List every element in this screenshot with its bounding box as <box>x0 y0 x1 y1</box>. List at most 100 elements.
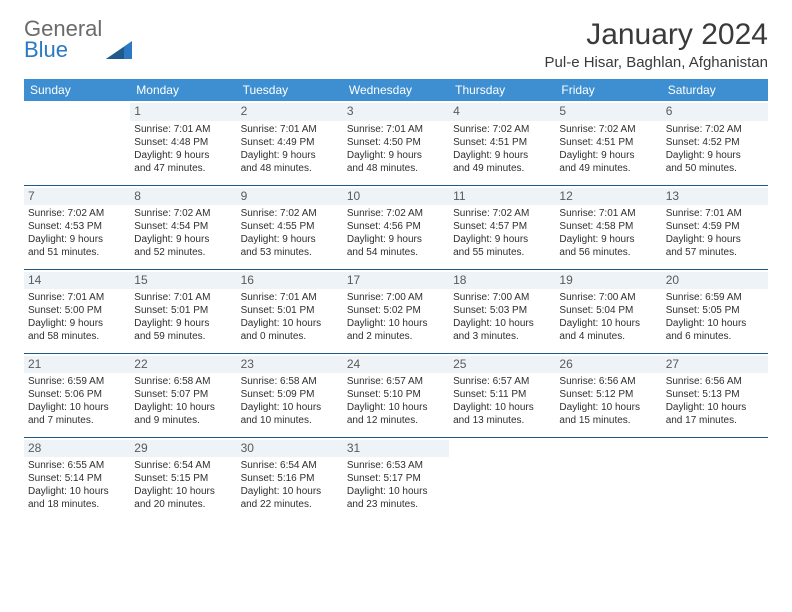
sunset-line: Sunset: 4:51 PM <box>453 136 551 149</box>
day-number: 2 <box>237 103 343 121</box>
day-number: 28 <box>24 440 130 458</box>
calendar-week-row: 7Sunrise: 7:02 AMSunset: 4:53 PMDaylight… <box>24 185 768 269</box>
daylight-line-1: Daylight: 9 hours <box>241 233 339 246</box>
day-number: 25 <box>449 356 555 374</box>
sunset-line: Sunset: 5:00 PM <box>28 304 126 317</box>
sunrise-line: Sunrise: 6:58 AM <box>241 375 339 388</box>
daylight-line-1: Daylight: 10 hours <box>28 401 126 414</box>
daylight-line-1: Daylight: 9 hours <box>28 317 126 330</box>
calendar-week-row: 14Sunrise: 7:01 AMSunset: 5:00 PMDayligh… <box>24 269 768 353</box>
sunset-line: Sunset: 5:10 PM <box>347 388 445 401</box>
day-number: 3 <box>343 103 449 121</box>
day-number: 12 <box>555 188 661 206</box>
weekday-header-row: SundayMondayTuesdayWednesdayThursdayFrid… <box>24 79 768 101</box>
daylight-line-2: and 54 minutes. <box>347 246 445 259</box>
day-number: 15 <box>130 272 236 290</box>
weekday-header: Wednesday <box>343 79 449 101</box>
daylight-line-2: and 17 minutes. <box>666 414 764 427</box>
weekday-header: Friday <box>555 79 661 101</box>
daylight-line-2: and 3 minutes. <box>453 330 551 343</box>
daylight-line-1: Daylight: 9 hours <box>559 233 657 246</box>
daylight-line-2: and 49 minutes. <box>453 162 551 175</box>
daylight-line-2: and 23 minutes. <box>347 498 445 511</box>
daylight-line-2: and 48 minutes. <box>241 162 339 175</box>
daylight-line-1: Daylight: 9 hours <box>666 233 764 246</box>
daylight-line-2: and 22 minutes. <box>241 498 339 511</box>
header: General Blue January 2024 Pul-e Hisar, B… <box>24 18 768 71</box>
calendar-week-row: .1Sunrise: 7:01 AMSunset: 4:48 PMDayligh… <box>24 101 768 185</box>
daylight-line-2: and 7 minutes. <box>28 414 126 427</box>
day-number: 4 <box>449 103 555 121</box>
daylight-line-2: and 59 minutes. <box>134 330 232 343</box>
day-number: 24 <box>343 356 449 374</box>
title-block: January 2024 Pul-e Hisar, Baghlan, Afgha… <box>545 18 768 71</box>
calendar-day-cell: . <box>24 101 130 185</box>
daylight-line-2: and 9 minutes. <box>134 414 232 427</box>
weekday-header: Thursday <box>449 79 555 101</box>
sunset-line: Sunset: 5:06 PM <box>28 388 126 401</box>
calendar-day-cell: 13Sunrise: 7:01 AMSunset: 4:59 PMDayligh… <box>662 185 768 269</box>
daylight-line-1: Daylight: 10 hours <box>347 485 445 498</box>
calendar-day-cell: 27Sunrise: 6:56 AMSunset: 5:13 PMDayligh… <box>662 353 768 437</box>
sunset-line: Sunset: 5:09 PM <box>241 388 339 401</box>
daylight-line-1: Daylight: 9 hours <box>347 233 445 246</box>
daylight-line-2: and 6 minutes. <box>666 330 764 343</box>
logo-text: General Blue <box>24 18 102 61</box>
sunrise-line: Sunrise: 6:59 AM <box>666 291 764 304</box>
sunset-line: Sunset: 4:48 PM <box>134 136 232 149</box>
sunrise-line: Sunrise: 6:56 AM <box>559 375 657 388</box>
day-number: 30 <box>237 440 343 458</box>
sunset-line: Sunset: 4:57 PM <box>453 220 551 233</box>
daylight-line-2: and 55 minutes. <box>453 246 551 259</box>
sunrise-line: Sunrise: 7:02 AM <box>347 207 445 220</box>
daylight-line-1: Daylight: 10 hours <box>134 401 232 414</box>
sunset-line: Sunset: 5:16 PM <box>241 472 339 485</box>
daylight-line-2: and 10 minutes. <box>241 414 339 427</box>
daylight-line-1: Daylight: 10 hours <box>347 401 445 414</box>
calendar-day-cell: 21Sunrise: 6:59 AMSunset: 5:06 PMDayligh… <box>24 353 130 437</box>
weekday-header: Monday <box>130 79 236 101</box>
calendar-day-cell: 28Sunrise: 6:55 AMSunset: 5:14 PMDayligh… <box>24 437 130 521</box>
calendar-week-row: 28Sunrise: 6:55 AMSunset: 5:14 PMDayligh… <box>24 437 768 521</box>
daylight-line-1: Daylight: 9 hours <box>241 149 339 162</box>
sunrise-line: Sunrise: 6:59 AM <box>28 375 126 388</box>
calendar-day-cell: 1Sunrise: 7:01 AMSunset: 4:48 PMDaylight… <box>130 101 236 185</box>
day-number: 26 <box>555 356 661 374</box>
calendar-week-row: 21Sunrise: 6:59 AMSunset: 5:06 PMDayligh… <box>24 353 768 437</box>
calendar-day-cell: 3Sunrise: 7:01 AMSunset: 4:50 PMDaylight… <box>343 101 449 185</box>
sunrise-line: Sunrise: 7:00 AM <box>347 291 445 304</box>
calendar-day-cell: . <box>449 437 555 521</box>
day-number: 7 <box>24 188 130 206</box>
calendar-day-cell: 18Sunrise: 7:00 AMSunset: 5:03 PMDayligh… <box>449 269 555 353</box>
calendar-day-cell: 15Sunrise: 7:01 AMSunset: 5:01 PMDayligh… <box>130 269 236 353</box>
weekday-header: Saturday <box>662 79 768 101</box>
sunset-line: Sunset: 4:58 PM <box>559 220 657 233</box>
daylight-line-1: Daylight: 9 hours <box>134 233 232 246</box>
sunset-line: Sunset: 4:51 PM <box>559 136 657 149</box>
sunset-line: Sunset: 5:02 PM <box>347 304 445 317</box>
daylight-line-2: and 48 minutes. <box>347 162 445 175</box>
calendar-page: General Blue January 2024 Pul-e Hisar, B… <box>0 0 792 539</box>
calendar-day-cell: 2Sunrise: 7:01 AMSunset: 4:49 PMDaylight… <box>237 101 343 185</box>
calendar-day-cell: 8Sunrise: 7:02 AMSunset: 4:54 PMDaylight… <box>130 185 236 269</box>
daylight-line-1: Daylight: 10 hours <box>241 401 339 414</box>
daylight-line-2: and 4 minutes. <box>559 330 657 343</box>
daylight-line-1: Daylight: 9 hours <box>347 149 445 162</box>
day-number: 21 <box>24 356 130 374</box>
calendar-day-cell: 4Sunrise: 7:02 AMSunset: 4:51 PMDaylight… <box>449 101 555 185</box>
daylight-line-1: Daylight: 10 hours <box>28 485 126 498</box>
calendar-day-cell: 31Sunrise: 6:53 AMSunset: 5:17 PMDayligh… <box>343 437 449 521</box>
daylight-line-1: Daylight: 9 hours <box>453 233 551 246</box>
daylight-line-1: Daylight: 10 hours <box>666 401 764 414</box>
sunset-line: Sunset: 5:03 PM <box>453 304 551 317</box>
daylight-line-1: Daylight: 10 hours <box>241 485 339 498</box>
sunset-line: Sunset: 4:52 PM <box>666 136 764 149</box>
sunrise-line: Sunrise: 6:55 AM <box>28 459 126 472</box>
weekday-header: Sunday <box>24 79 130 101</box>
sunset-line: Sunset: 5:11 PM <box>453 388 551 401</box>
sunrise-line: Sunrise: 6:57 AM <box>453 375 551 388</box>
calendar-day-cell: 12Sunrise: 7:01 AMSunset: 4:58 PMDayligh… <box>555 185 661 269</box>
sunset-line: Sunset: 4:56 PM <box>347 220 445 233</box>
daylight-line-1: Daylight: 10 hours <box>666 317 764 330</box>
sunrise-line: Sunrise: 7:02 AM <box>453 123 551 136</box>
